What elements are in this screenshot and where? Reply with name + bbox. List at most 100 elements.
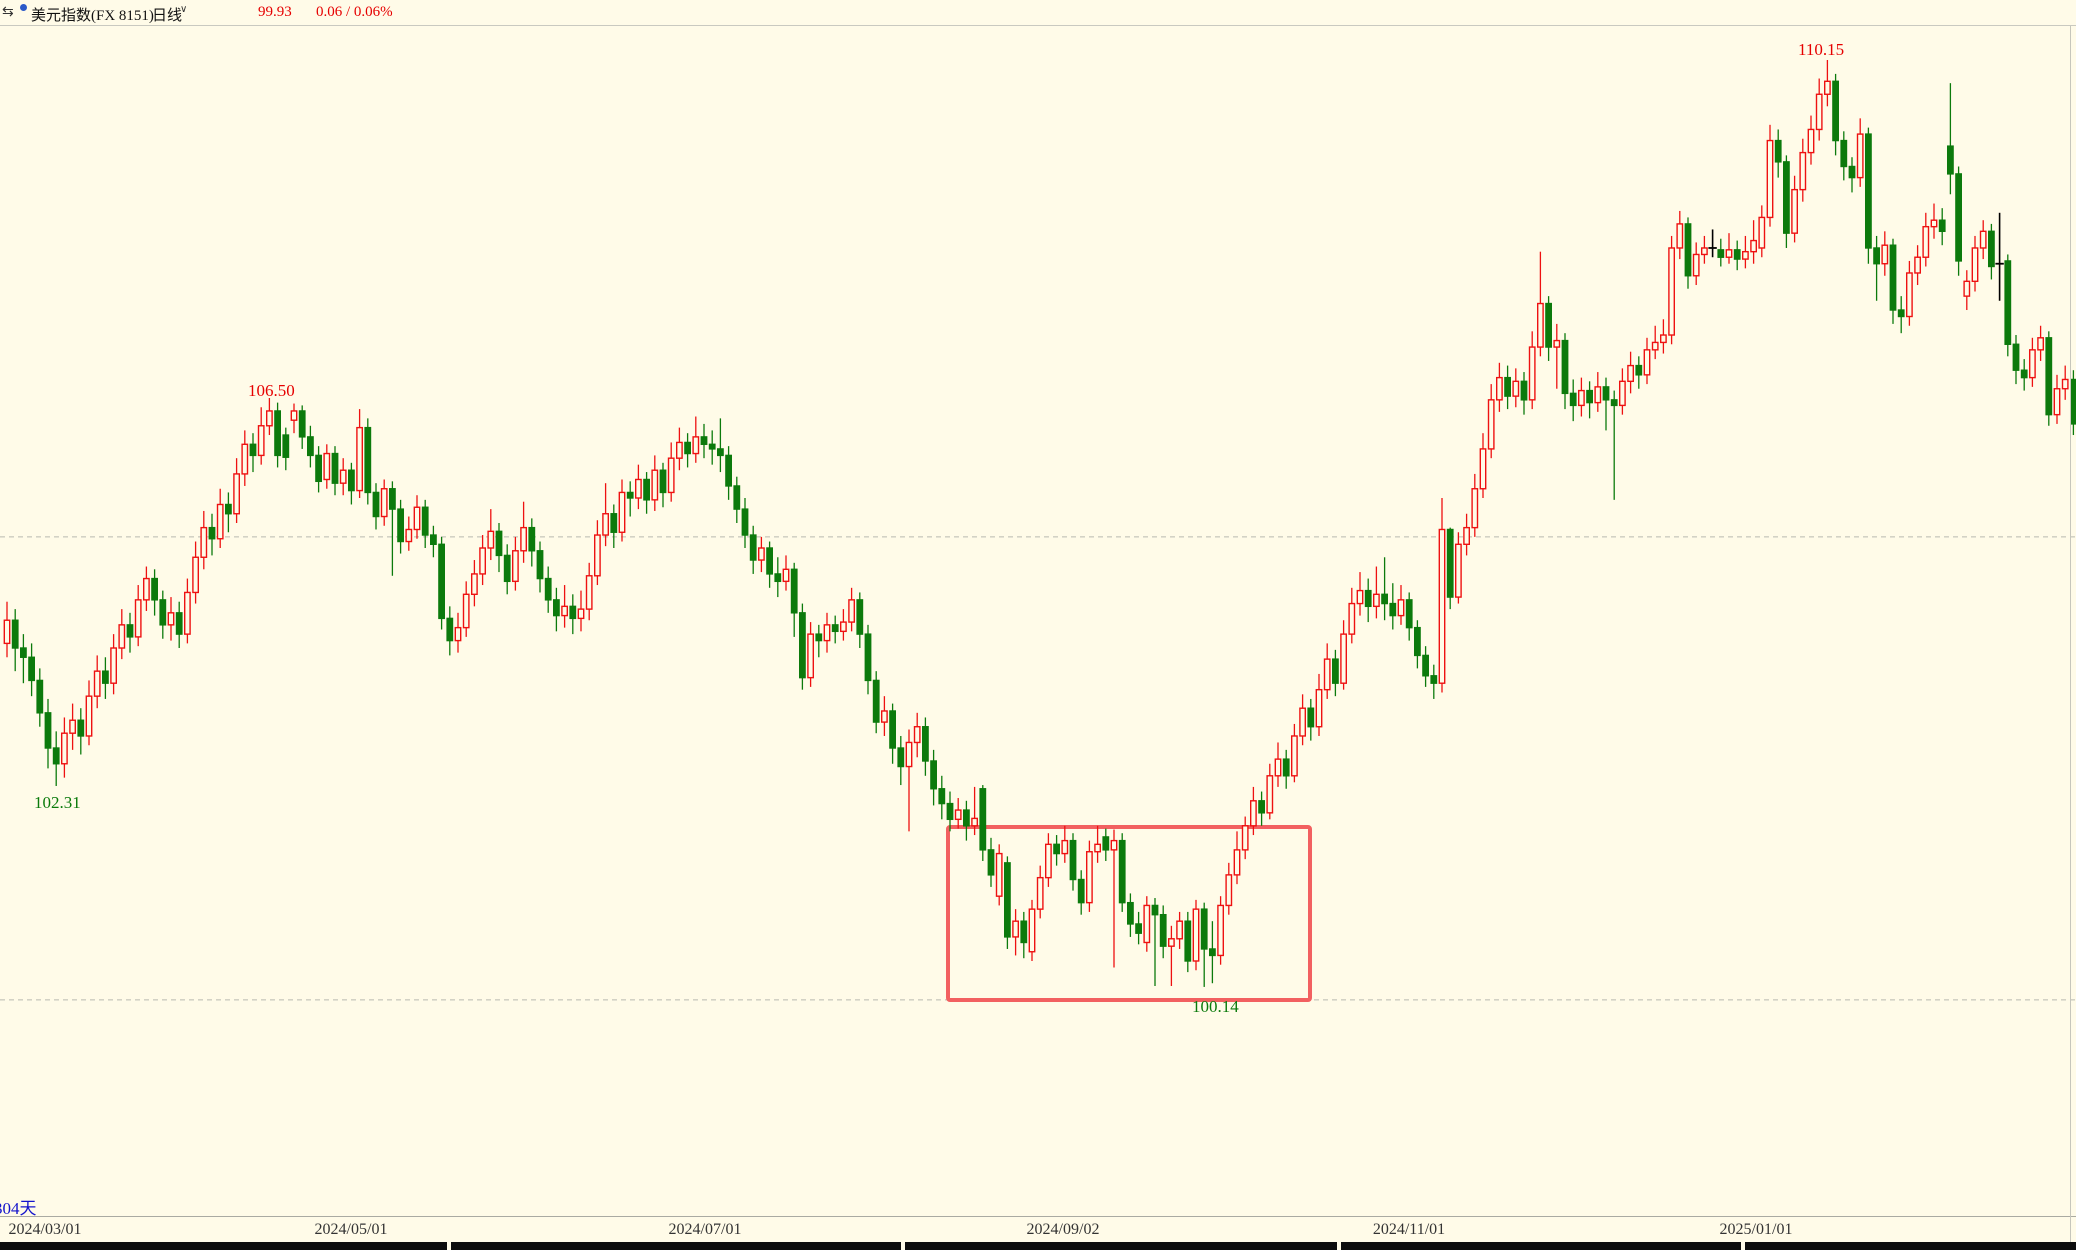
candle-up [1061, 839, 1069, 855]
candle-down [364, 426, 372, 494]
candle-down [52, 747, 60, 765]
candle-down [1126, 901, 1134, 925]
candle-down [1717, 249, 1725, 258]
x-axis-label[interactable]: 2024/07/01 [669, 1221, 742, 1238]
candle-up [266, 410, 273, 427]
candle-down [1864, 133, 1872, 249]
candle-down [1020, 920, 1028, 944]
x-axis-label[interactable]: 2025/01/01 [1720, 1221, 1793, 1238]
candle-down [1504, 376, 1512, 397]
x-axis-label[interactable]: 2024/09/02 [1027, 1221, 1100, 1238]
candle-down [1184, 920, 1192, 962]
drawn-rectangle-annotation[interactable] [946, 825, 1312, 1002]
candle-up [1512, 380, 1520, 397]
candle-up [257, 425, 265, 457]
candle-down [626, 491, 634, 499]
chevron-down-icon[interactable]: ∨ [180, 4, 188, 15]
candle-down [1331, 658, 1339, 684]
candle-up [1299, 707, 1307, 737]
price-annotation: 102.31 [34, 793, 81, 812]
candle-up [1094, 843, 1102, 853]
candle-down [1520, 380, 1528, 401]
candle-up [758, 547, 765, 561]
candle-down [421, 506, 429, 536]
candle-up [1315, 688, 1323, 728]
candle-up [1594, 386, 1602, 404]
link-icon[interactable]: ⇆ [2, 5, 14, 20]
candle-up [1807, 128, 1815, 154]
candle-up [85, 695, 93, 737]
bottom-scrollbar[interactable] [0, 1242, 2076, 1250]
candle-up [118, 624, 126, 649]
candle-down [503, 554, 511, 583]
candle-up [913, 726, 921, 744]
candle-down [298, 410, 306, 438]
candle-down [77, 719, 85, 737]
candle-up [995, 852, 1003, 897]
instrument-title[interactable]: 美元指数(FX 8151) [31, 8, 154, 24]
x-axis-label[interactable]: 2024/05/01 [315, 1221, 388, 1238]
candle-up [69, 719, 77, 734]
candle-down [11, 619, 19, 649]
candle-up [585, 575, 593, 610]
candle-down [208, 526, 216, 540]
scrollbar-gap [1337, 1242, 1341, 1250]
candle-up [1766, 139, 1774, 219]
candle-up [356, 426, 363, 492]
candle-down [348, 469, 355, 492]
x-axis-label[interactable]: 2024/03/01 [9, 1221, 82, 1238]
candle-up [1856, 133, 1864, 179]
candle-down [2045, 337, 2053, 416]
candle-down [1635, 364, 1643, 376]
candle-up [1454, 543, 1462, 598]
candle-up [1922, 225, 1930, 258]
candle-up [520, 526, 528, 552]
candle-up [1659, 334, 1667, 344]
candle-down [1586, 389, 1594, 404]
candle-down [1282, 758, 1290, 777]
candle-down [1413, 626, 1421, 657]
candle-down [1938, 219, 1946, 233]
candle-down [307, 436, 314, 457]
candle-up [848, 599, 856, 623]
title-bar: ⇆ 美元指数(FX 8151) 日线 ∨ 99.93 0.06 / 0.06% [0, 0, 2076, 25]
candle-down [790, 568, 798, 614]
candle-up [290, 410, 298, 421]
candle-up [635, 478, 642, 499]
candle-up [1963, 280, 1971, 297]
candle-down [1602, 386, 1610, 401]
candle-down [872, 679, 880, 723]
x-axis-label[interactable]: 2024/11/01 [1373, 1221, 1445, 1238]
candle-down [643, 478, 651, 501]
candle-up [1241, 825, 1249, 851]
candle-down [569, 605, 577, 620]
candle-down [897, 747, 905, 768]
candle-up [1044, 843, 1052, 879]
candle-down [1364, 589, 1372, 608]
candle-up [1348, 602, 1356, 635]
candle-down [864, 633, 872, 682]
candle-down [1610, 399, 1618, 407]
candle-up [1479, 448, 1487, 490]
candle-up [1971, 247, 1979, 283]
candle-down [938, 788, 946, 805]
candle-up [881, 710, 888, 723]
candle-down [536, 550, 544, 580]
candle-up [618, 491, 626, 533]
candle-up [1881, 244, 1889, 265]
candle-down [1258, 800, 1266, 814]
candle-up [1815, 93, 1823, 131]
candle-down [774, 573, 782, 583]
candle-down [44, 712, 52, 749]
candle-down [331, 452, 339, 484]
candle-up [1979, 230, 1987, 249]
candle-up [216, 503, 224, 540]
candle-up [134, 599, 142, 638]
period-selector[interactable]: 日线 [152, 8, 183, 24]
candle-down [749, 534, 757, 561]
candle-up [479, 547, 486, 575]
candle-down [1422, 654, 1430, 677]
candle-down [1208, 948, 1216, 957]
candle-down [1102, 836, 1110, 851]
